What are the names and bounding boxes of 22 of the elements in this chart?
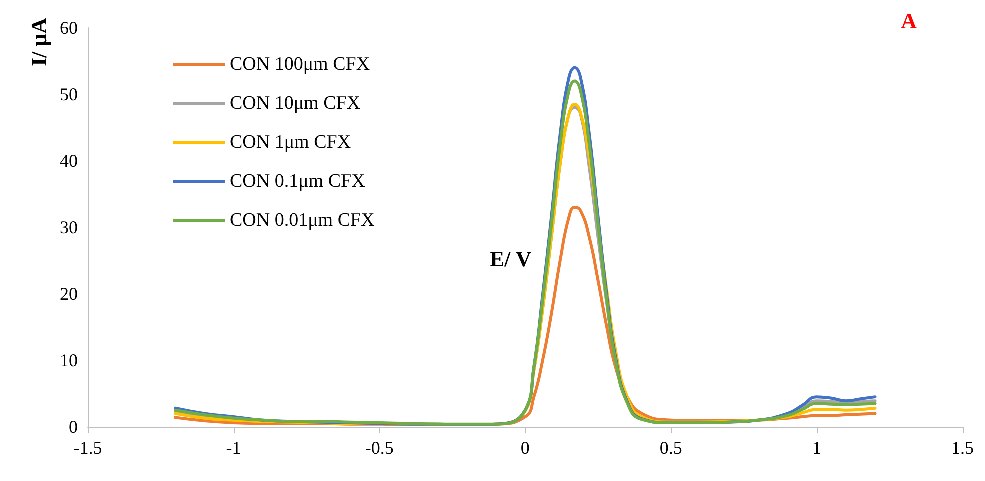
legend-label: CON 1μm CFX: [230, 132, 352, 153]
y-tick-label: 50: [60, 84, 78, 104]
y-tick-label: 0: [69, 417, 78, 437]
legend-label: CON 100μm CFX: [230, 54, 370, 75]
legend-label: CON 0.1μm CFX: [230, 171, 366, 192]
y-tick-label: 20: [60, 284, 78, 304]
x-tick-label: 1.5: [952, 438, 974, 458]
x-tick-label: 0: [520, 438, 530, 458]
y-tick-label: 30: [60, 218, 78, 238]
x-tick-label: 0.5: [660, 438, 682, 458]
x-tick-label: -1: [226, 438, 242, 458]
legend-label: CON 0.01μm CFX: [230, 210, 376, 231]
x-tick-label: -1.5: [74, 438, 102, 458]
annotation: A: [901, 8, 918, 34]
x-tick-label: 1: [812, 438, 822, 458]
x-axis-title: E/ V: [490, 246, 532, 272]
legend-label: CON 10μm CFX: [230, 93, 361, 114]
y-tick-label: 40: [60, 151, 78, 171]
x-tick-label: -0.5: [365, 438, 394, 458]
y-tick-label: 10: [60, 350, 78, 370]
y-tick-label: 60: [60, 18, 78, 38]
y-axis-title: I/ μA: [26, 18, 52, 67]
